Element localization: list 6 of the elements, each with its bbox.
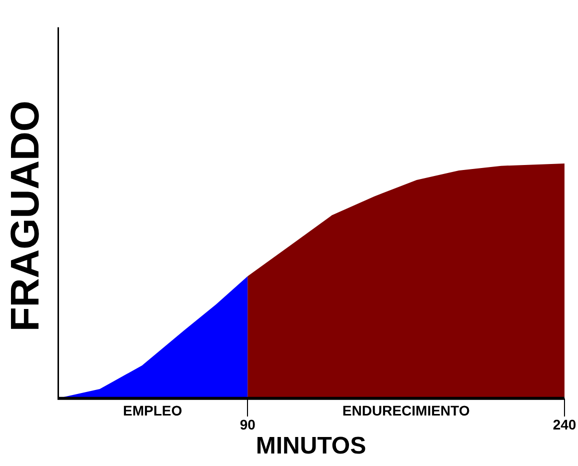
annotation: ENDURECIMIENTO (342, 402, 470, 418)
x-axis-title: MINUTOS (256, 432, 366, 460)
x-tick-label: 90 (240, 416, 256, 432)
annotation: EMPLEO (123, 402, 182, 418)
y-axis-title: FRAGUADO (4, 100, 48, 332)
x-tick-label: 240 (552, 416, 576, 432)
